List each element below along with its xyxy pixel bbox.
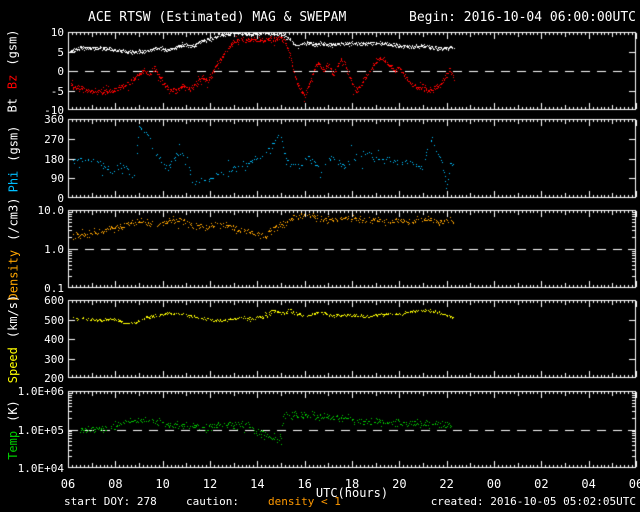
y-tick-label: 200 bbox=[44, 372, 64, 385]
x-tick-label: 18 bbox=[344, 477, 360, 491]
x-tick-label: 16 bbox=[297, 477, 312, 491]
y-tick-label: 1.0E+05 bbox=[17, 423, 64, 437]
y-tick-label: 400 bbox=[44, 333, 64, 346]
caution-value: density < 1 bbox=[268, 495, 341, 508]
y-tick-label: 270 bbox=[44, 132, 64, 146]
y-axis-label-part: (gsm) bbox=[6, 29, 20, 66]
x-tick-label: 14 bbox=[250, 477, 265, 491]
y-tick-label: 600 bbox=[44, 294, 64, 307]
x-tick-label: 22 bbox=[439, 477, 454, 491]
y-axis-label-bt-bz: Bt Bz (gsm) bbox=[0, 29, 26, 113]
y-tick-label: 300 bbox=[44, 352, 64, 366]
y-tick-label: 5 bbox=[57, 45, 64, 59]
y-tick-label: 0 bbox=[57, 65, 64, 78]
y-axis-label-part: (K) bbox=[6, 399, 20, 422]
y-tick-label: 1.0 bbox=[44, 243, 64, 256]
y-tick-label: 10.0 bbox=[37, 204, 65, 217]
y-axis-label-part: Speed bbox=[6, 347, 21, 384]
caution-label: caution: bbox=[186, 495, 239, 508]
created-timestamp: created: 2016-10-05 05:02:05UTC bbox=[430, 495, 636, 508]
y-tick-label: 0.1 bbox=[44, 282, 64, 295]
x-tick-label: 10 bbox=[155, 477, 170, 491]
page-title: ACE RTSW (Estimated) MAG & SWEPAM bbox=[88, 10, 347, 25]
y-axis-label-part: Bz bbox=[6, 74, 20, 90]
y-tick-label: 360 bbox=[44, 113, 64, 126]
y-axis-label-part: Phi bbox=[6, 170, 20, 192]
y-axis-label-part: Density bbox=[6, 249, 20, 301]
x-tick-label: 06 bbox=[628, 477, 640, 491]
x-tick-label: 04 bbox=[581, 477, 596, 491]
y-tick-label: 10 bbox=[50, 26, 64, 39]
y-tick-label: 500 bbox=[44, 313, 64, 327]
y-axis-label-phi: Phi (gsm) bbox=[0, 119, 26, 198]
y-tick-label: -10 bbox=[44, 104, 64, 117]
y-axis-label-part: (/cm3) bbox=[6, 197, 20, 241]
y-tick-label: 180 bbox=[44, 152, 64, 166]
y-axis-label-density: Density (/cm3) bbox=[0, 198, 26, 301]
x-tick-label: 06 bbox=[60, 477, 76, 491]
y-axis-label-part: Bt bbox=[6, 98, 20, 113]
y-tick-label: 90 bbox=[50, 172, 64, 186]
y-axis-label-speed: Speed (km/s) bbox=[0, 295, 26, 383]
y-tick-label: 1.0E+06 bbox=[17, 385, 64, 398]
x-tick-label: 00 bbox=[486, 477, 502, 491]
x-tick-label: 02 bbox=[534, 477, 549, 491]
start-doy-label: start DOY: 278 bbox=[64, 495, 157, 508]
x-tick-label: 08 bbox=[108, 477, 123, 491]
x-tick-label: 12 bbox=[202, 477, 218, 491]
x-axis-label: UTC(hours) bbox=[315, 486, 389, 500]
y-tick-label: 0 bbox=[57, 192, 64, 205]
y-tick-label: -5 bbox=[50, 84, 64, 98]
y-axis-label-part: (gsm) bbox=[6, 125, 20, 162]
x-tick-label: 20 bbox=[392, 477, 407, 491]
y-tick-label: 1.0E+04 bbox=[17, 462, 64, 475]
y-axis-label-part: (km/s) bbox=[6, 294, 21, 339]
begin-timestamp: Begin: 2016-10-04 06:00:00UTC bbox=[409, 10, 636, 25]
